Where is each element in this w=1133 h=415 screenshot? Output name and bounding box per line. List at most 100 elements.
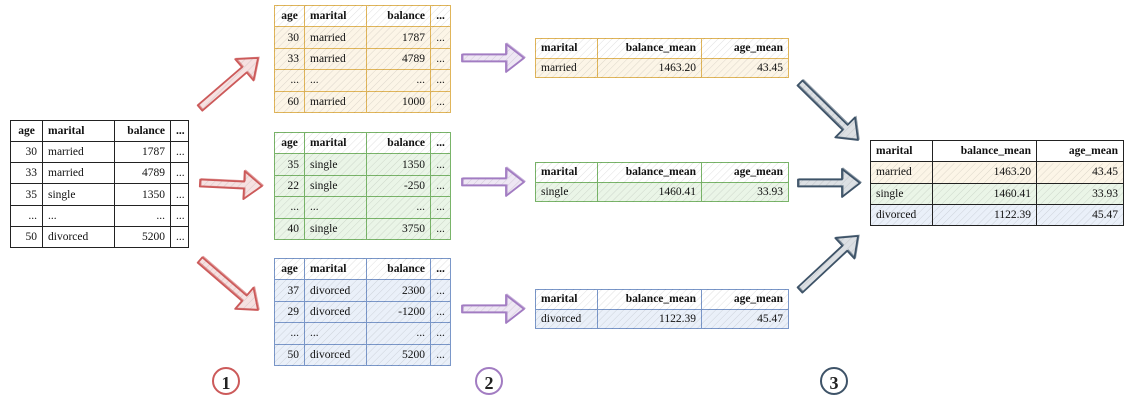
- table-cell: divorced: [304, 300, 367, 324]
- column-header: marital: [535, 289, 598, 310]
- table-cell: ...: [430, 279, 451, 302]
- table-row: 22 single -250...: [274, 174, 451, 198]
- table-cell: 45.47: [1036, 203, 1124, 227]
- table-cell: ...: [430, 322, 451, 345]
- table-cell: ...: [42, 204, 115, 227]
- table-cell: ...: [114, 204, 171, 227]
- header-row: age marital balance...: [274, 131, 451, 155]
- table-row: married 1463.20 43.45: [870, 161, 1124, 184]
- table-cell: 35: [10, 183, 43, 206]
- split-arrow-single: [198, 169, 265, 200]
- column-header: marital: [535, 38, 598, 59]
- column-header: age_mean: [1036, 139, 1124, 163]
- table-cell: 29: [274, 300, 305, 324]
- table-cell: ...: [430, 343, 451, 367]
- table-cell: married: [870, 161, 933, 184]
- table-row: 40 single 3750...: [274, 217, 451, 241]
- column-header: marital: [42, 119, 115, 143]
- table-cell: 33: [274, 47, 305, 71]
- column-header: marital: [870, 139, 933, 163]
- column-header: balance: [366, 131, 431, 155]
- table-row: single 1460.41 33.93: [870, 182, 1124, 205]
- table-cell: 50: [10, 225, 43, 249]
- apply-arrow-married: [461, 42, 527, 73]
- table-cell: ...: [170, 141, 189, 164]
- header-row: marital balance_mean age_mean: [535, 162, 789, 183]
- column-header: ...: [430, 4, 451, 28]
- table-cell: 1463.20: [932, 161, 1037, 184]
- header-row: age marital balance...: [10, 119, 189, 143]
- table-cell: 35: [274, 153, 305, 176]
- table-cell: 30: [10, 141, 43, 164]
- table-cell: ...: [170, 225, 189, 249]
- table-row: 30 married 1787...: [10, 141, 189, 164]
- table-cell: 1000: [366, 90, 431, 114]
- agg-table-married: marital balance_mean age_mean married 1463.2…: [535, 38, 789, 78]
- table-row: married 1463.20 43.45: [535, 57, 789, 78]
- table-row: 50 divorced 5200...: [10, 225, 189, 249]
- table-cell: ...: [430, 196, 451, 219]
- table-cell: married: [42, 141, 115, 164]
- split-table-single: age marital balance... 35 single 1350... 22 sin…: [274, 131, 451, 241]
- table-cell: 30: [274, 26, 305, 49]
- column-header: balance_mean: [597, 162, 702, 183]
- table-row: 33 married 4789...: [10, 162, 189, 185]
- column-header: marital: [535, 162, 598, 183]
- table-cell: 33.93: [1036, 182, 1124, 205]
- table-cell: ...: [304, 322, 367, 345]
- header-row: marital balance_mean age_mean: [870, 139, 1124, 163]
- column-header: ...: [170, 119, 189, 143]
- table-cell: 60: [274, 90, 305, 114]
- table-cell: ...: [170, 183, 189, 206]
- table-cell: 1350: [366, 153, 431, 176]
- table-cell: married: [304, 47, 367, 71]
- column-header: age_mean: [701, 289, 789, 310]
- table-row: 60 married 1000...: [274, 90, 451, 114]
- table-cell: 4789: [366, 47, 431, 71]
- split-arrow-married: [196, 56, 260, 112]
- table-cell: divorced: [304, 279, 367, 302]
- table-cell: 3750: [366, 217, 431, 241]
- table-row: divorced 1122.39 45.47: [870, 203, 1124, 227]
- column-header: balance: [366, 4, 431, 28]
- column-header: age_mean: [701, 162, 789, 183]
- table-cell: ...: [430, 47, 451, 71]
- combine-arrow-single: [797, 167, 863, 198]
- table-cell: ...: [304, 196, 367, 219]
- column-header: marital: [304, 131, 367, 155]
- table-row: single 1460.41 33.93: [535, 181, 789, 202]
- combine-arrow-married: [796, 78, 860, 141]
- table-cell: ...: [430, 300, 451, 324]
- table-cell: 5200: [366, 343, 431, 367]
- table-cell: 33.93: [701, 181, 789, 202]
- table-cell: 43.45: [701, 57, 789, 78]
- table-row: ............: [10, 204, 189, 227]
- table-cell: ...: [366, 322, 431, 345]
- column-header: age: [274, 131, 305, 155]
- table-cell: 1460.41: [597, 181, 702, 202]
- column-header: balance_mean: [597, 38, 702, 59]
- source-table: age marital balance... 30 married 1787... 33 ma…: [10, 119, 189, 249]
- column-header: marital: [304, 4, 367, 28]
- table-cell: single: [304, 174, 367, 198]
- agg-table-single: marital balance_mean age_mean single 1460.41…: [535, 162, 789, 202]
- table-row: 35 single 1350...: [274, 153, 451, 176]
- table-row: ............: [274, 322, 451, 345]
- table-row: ............: [274, 69, 451, 92]
- table-cell: 1463.20: [597, 57, 702, 78]
- table-cell: 50: [274, 343, 305, 367]
- header-row: age marital balance...: [274, 257, 451, 281]
- split-arrow-divorced: [196, 255, 260, 311]
- table-cell: single: [42, 183, 115, 206]
- table-cell: -1200: [366, 300, 431, 324]
- column-header: age: [274, 257, 305, 281]
- table-row: divorced 1122.39 45.47: [535, 308, 789, 329]
- table-cell: ...: [430, 174, 451, 198]
- table-cell: 5200: [114, 225, 171, 249]
- column-header: balance: [114, 119, 171, 143]
- table-cell: 1122.39: [932, 203, 1037, 227]
- table-cell: 2300: [366, 279, 431, 302]
- table-cell: divorced: [870, 203, 933, 227]
- header-row: age marital balance...: [274, 4, 451, 28]
- table-row: 33 married 4789...: [274, 47, 451, 71]
